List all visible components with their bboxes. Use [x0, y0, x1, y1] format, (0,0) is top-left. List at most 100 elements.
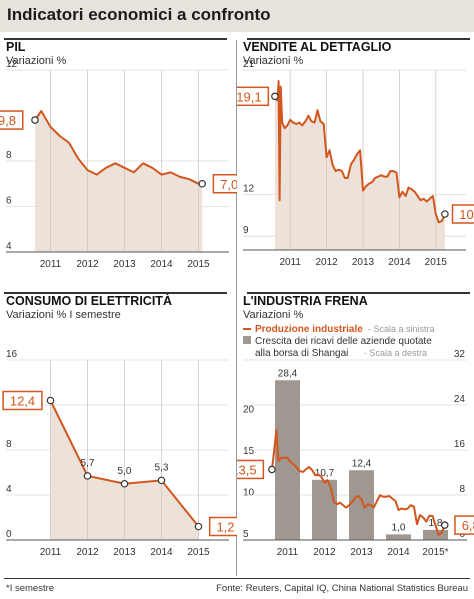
elec-y-tick: 0 — [6, 529, 12, 540]
elec-y-tick: 4 — [6, 484, 12, 495]
elec-x-tick: 2011 — [40, 547, 62, 558]
legend-label-revenue-1: Crescita dei ricavi delle aziende quotat… — [255, 336, 432, 347]
legend-label-production: Produzione industriale — [255, 324, 363, 335]
elec-point — [83, 472, 92, 480]
divider-top-left — [4, 38, 227, 40]
ind-y-tick-right: 32 — [454, 349, 466, 360]
ind-last-label: 6,8 — [462, 518, 474, 533]
legend-note-production: - Scala a sinistra — [368, 324, 435, 334]
elec-y-tick: 8 — [6, 439, 12, 450]
ind-line — [271, 429, 446, 536]
elec-value-label: 5,0 — [118, 466, 132, 477]
retail-last-label-box — [451, 204, 474, 224]
pil-y-tick: 8 — [6, 150, 12, 161]
elec-point — [194, 522, 203, 531]
legend-note-revenue: - Scala a destra — [364, 348, 427, 358]
pil-y-tick: 12 — [6, 59, 18, 70]
elec-x-tick: 2012 — [76, 547, 99, 558]
elec-point — [157, 476, 166, 485]
pil-area — [34, 111, 203, 252]
ind-first-point — [268, 465, 276, 474]
pil-y-tick: 4 — [6, 241, 12, 252]
retail-x-tick: 2014 — [388, 257, 411, 268]
pil-x-tick: 2014 — [150, 259, 173, 270]
pil-first-point — [31, 116, 39, 124]
elec-subtitle: Variazioni % I semestre — [6, 309, 121, 321]
ind-subtitle: Variazioni % — [243, 309, 304, 321]
pil-x-tick: 2015 — [187, 259, 210, 270]
pil-last-label: 7,0 — [220, 177, 237, 192]
ind-x-tick: 2012 — [313, 547, 336, 558]
footnote: *I semestre — [6, 583, 55, 594]
pil-x-tick: 2012 — [76, 259, 99, 270]
ind-y-tick-right: 24 — [454, 394, 466, 405]
retail-y-tick: 9 — [243, 225, 249, 236]
divider-mid-right — [247, 292, 470, 294]
ind-last-label-box — [454, 515, 474, 535]
legend-label-revenue-2: alla borsa di Shangai — [255, 348, 348, 359]
source-note: Fonte: Reuters, Capital IQ, China Nation… — [216, 583, 468, 594]
ind-x-tick: 2013 — [350, 547, 373, 558]
ind-y-tick-left: 10 — [243, 488, 255, 499]
retail-title: VENDITE AL DETTAGLIO — [243, 40, 392, 54]
elec-title: CONSUMO DI ELETTRICITÀ — [6, 294, 172, 308]
retail-first-point — [271, 92, 279, 101]
elec-label-last: 1,2 — [216, 520, 234, 535]
ind-y-tick-left: 5 — [243, 529, 249, 540]
ind-bar-label: 10,7 — [315, 468, 335, 479]
pil-subtitle: Variazioni % — [6, 55, 67, 67]
ind-y-tick-left: 15 — [243, 446, 255, 457]
elec-value-label: 5,3 — [155, 462, 169, 473]
elec-label-first: 12,4 — [10, 394, 35, 409]
retail-y-tick: 21 — [243, 59, 255, 70]
ind-bar — [386, 534, 411, 540]
pil-x-tick: 2013 — [113, 259, 136, 270]
ind-y-tick-right: 16 — [454, 439, 466, 450]
retail-y-tick: 12 — [243, 184, 255, 195]
retail-first-label: 19,1 — [237, 89, 262, 104]
elec-point — [46, 396, 55, 405]
elec-x-tick: 2015 — [187, 547, 210, 558]
retail-last-label: 10,6 — [459, 207, 474, 222]
retail-area — [274, 81, 445, 250]
retail-last-point — [441, 210, 449, 218]
pil-x-tick: 2011 — [40, 259, 62, 270]
pil-y-tick: 6 — [6, 196, 12, 207]
ind-title: L'INDUSTRIA FRENA — [243, 294, 368, 308]
column-separator — [236, 40, 237, 576]
pil-last-label-box — [212, 174, 237, 194]
ind-y-tick-right: 8 — [459, 484, 465, 495]
retail-line — [274, 80, 446, 224]
elec-value-label: 5,7 — [81, 458, 95, 469]
ind-x-tick: 2015* — [422, 547, 448, 558]
ind-bar-label: 1,0 — [392, 522, 406, 533]
divider-top-right — [247, 38, 470, 40]
ind-first-label: 13,5 — [237, 462, 257, 477]
header-banner: Indicatori economici a confronto — [0, 0, 474, 32]
divider-mid-left — [4, 292, 227, 294]
elec-label-last-box — [208, 516, 237, 537]
ind-y-tick-left: 20 — [243, 405, 255, 416]
pil-first-label: 9,8 — [0, 113, 16, 128]
legend-swatch-revenue — [243, 336, 251, 344]
retail-x-tick: 2015 — [425, 257, 448, 268]
ind-bar-label: 12,4 — [352, 458, 372, 469]
ind-bar — [423, 529, 448, 540]
elec-x-tick: 2013 — [113, 547, 136, 558]
retail-subtitle: Variazioni % — [243, 55, 304, 67]
ind-bar — [312, 479, 337, 540]
elec-y-tick: 16 — [6, 349, 18, 360]
ind-x-tick: 2014 — [387, 547, 410, 558]
retail-x-tick: 2012 — [315, 257, 338, 268]
ind-last-point — [440, 521, 449, 529]
elec-point — [120, 479, 129, 488]
elec-label-first-box — [2, 390, 43, 411]
elec-x-tick: 2014 — [150, 547, 173, 558]
ind-bar-label: 28,4 — [278, 368, 298, 379]
pil-title: PIL — [6, 40, 26, 54]
ind-first-label-box — [237, 459, 265, 480]
